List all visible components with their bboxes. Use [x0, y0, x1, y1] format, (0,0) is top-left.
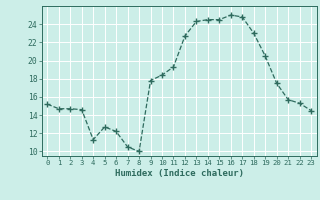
X-axis label: Humidex (Indice chaleur): Humidex (Indice chaleur): [115, 169, 244, 178]
